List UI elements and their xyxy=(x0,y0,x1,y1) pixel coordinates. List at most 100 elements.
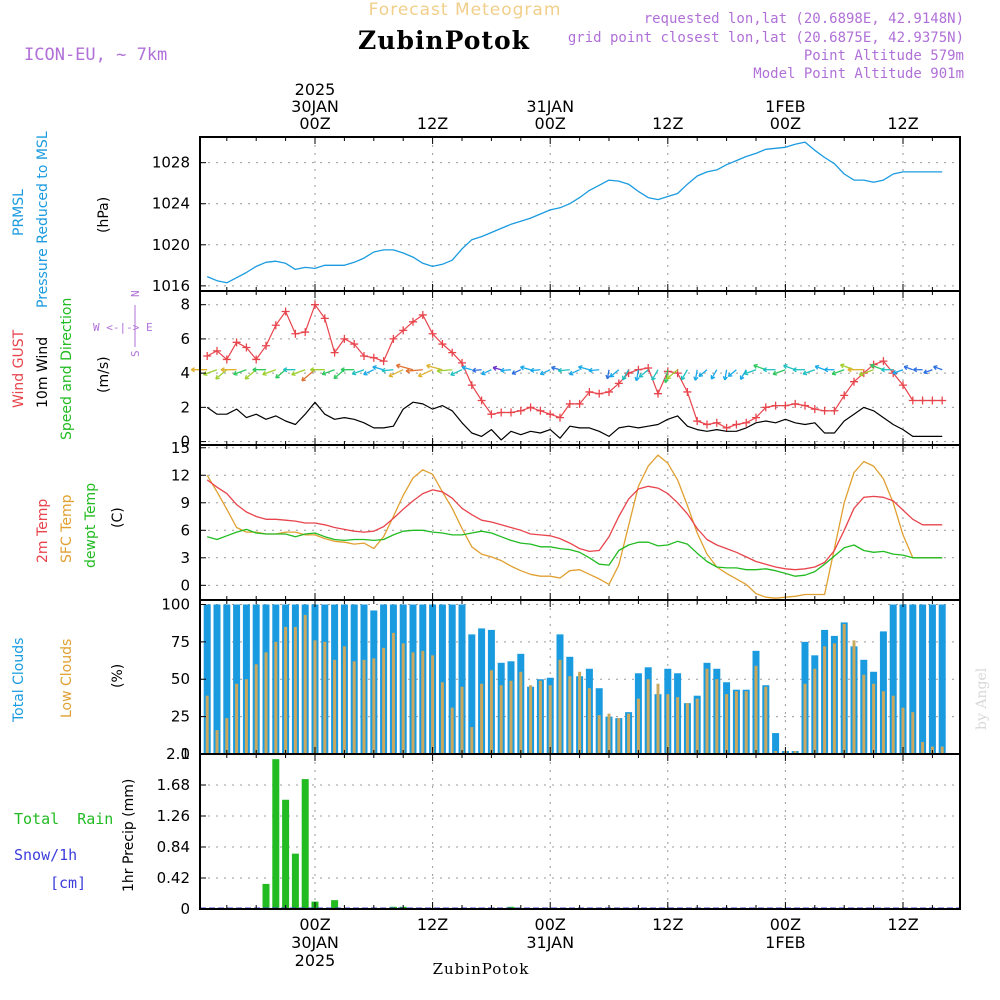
bottom-time-label: 31JAN xyxy=(526,933,574,952)
wind-speed-line xyxy=(206,401,943,441)
requested-coords: requested lon,lat (20.6898E, 42.9148N) xyxy=(644,11,964,27)
wind-direction-arrowhead xyxy=(321,370,327,376)
wind-direction-arrowhead xyxy=(461,365,467,371)
wind-direction-arrow xyxy=(450,369,463,376)
low-clouds-bar xyxy=(862,674,866,754)
wind-direction-arrow xyxy=(578,366,590,371)
low-clouds-bar xyxy=(235,683,239,754)
wind-gust-marker xyxy=(899,381,907,390)
y-tick-label: 2.1 xyxy=(166,745,190,763)
wind-direction-arrow xyxy=(840,364,855,371)
total-clouds-bar xyxy=(938,604,946,754)
wind-direction-arrowhead xyxy=(372,365,377,371)
wind-direction-arrowhead xyxy=(693,376,699,381)
wind-gust-marker xyxy=(281,307,290,316)
low-clouds-bar xyxy=(548,685,552,754)
wind-gust-marker xyxy=(536,406,545,415)
wind-gust-marker xyxy=(477,396,486,405)
wind-direction-arrowhead xyxy=(340,367,345,373)
wind-direction-arrowhead xyxy=(651,376,656,381)
wind-gust-marker xyxy=(340,334,349,343)
top-time-label: 12Z xyxy=(652,114,683,133)
wind-direction-arrowhead xyxy=(680,375,686,381)
dewpt-label: dewpt Temp xyxy=(83,483,99,568)
low-clouds-bar xyxy=(470,727,474,754)
wind-direction-arrowhead xyxy=(310,367,315,373)
wind-direction-arrowhead xyxy=(233,370,238,376)
wind-gust-marker xyxy=(585,387,594,396)
low-clouds-bar xyxy=(597,715,601,754)
wind-direction-arrowhead xyxy=(605,374,611,380)
wind-gust-marker xyxy=(311,300,319,309)
pressure-line xyxy=(206,141,943,284)
wind-gust-marker xyxy=(330,348,339,357)
wind-direction-arrow xyxy=(492,366,502,371)
y-tick-label: 100 xyxy=(161,595,190,613)
y-tick-label: 0 xyxy=(180,900,190,918)
wind-gust-marker xyxy=(360,352,368,361)
low-clouds-bar xyxy=(568,676,572,754)
low-clouds-bar xyxy=(734,691,738,754)
wind-gust-marker xyxy=(595,389,604,398)
low-clouds-bar xyxy=(391,632,395,754)
wind-direction-arrowhead xyxy=(933,365,938,371)
low-clouds-bar xyxy=(646,679,650,754)
wind-direction-arrowhead xyxy=(500,367,505,373)
wind-direction-arrowhead xyxy=(291,371,296,377)
low-clouds-bar xyxy=(460,686,464,754)
wind-direction-arrowhead xyxy=(739,375,745,380)
wind-direction-arrow xyxy=(372,366,384,371)
y-tick-label: 1016 xyxy=(152,277,190,295)
wind-direction-arrow xyxy=(698,369,708,377)
wind-direction-arrowhead xyxy=(814,364,820,370)
wind-direction-arrow xyxy=(622,369,630,381)
y-tick-label: 15 xyxy=(171,439,190,457)
wind-direction-arrow xyxy=(461,366,472,371)
wind-direction-arrowhead xyxy=(511,370,517,375)
wind-direction-arrowhead xyxy=(551,365,556,371)
wind-direction-arrowhead xyxy=(220,367,225,373)
rain-bar xyxy=(282,799,290,909)
total-clouds-bar xyxy=(223,604,231,754)
total-clouds-bar xyxy=(919,604,927,754)
wind-direction-arrowhead xyxy=(520,365,525,371)
wind-direction-arrowhead xyxy=(252,367,257,373)
wind-gust-marker xyxy=(742,418,751,427)
wind-direction-arrow xyxy=(500,369,512,372)
low-clouds-bar xyxy=(627,713,631,754)
low-clouds-bar xyxy=(813,668,817,754)
low-clouds-bar xyxy=(774,751,778,754)
wind-direction-arrow xyxy=(681,369,688,381)
wind-direction-arrowhead xyxy=(743,370,749,376)
y-tick-label: 0 xyxy=(180,576,190,594)
total-clouds-bar xyxy=(233,604,241,754)
wind-direction-arrow xyxy=(472,369,482,372)
wind-gust-marker xyxy=(291,329,300,338)
wind-direction-arrow xyxy=(635,369,640,381)
low-clouds-bar xyxy=(372,658,376,754)
low-clouds-bar xyxy=(274,641,278,754)
y-tick-label: 0.42 xyxy=(157,869,190,887)
wind-direction-arrowhead xyxy=(698,372,704,378)
total-clouds-bar xyxy=(889,604,897,754)
low-clouds-bar xyxy=(764,686,768,754)
low-clouds-bar xyxy=(617,718,621,754)
wind-direction-arrow xyxy=(744,369,757,375)
y-tick-label: 1028 xyxy=(152,154,190,172)
low-clouds-bar xyxy=(254,664,258,754)
total-clouds-bar xyxy=(242,604,250,754)
wind-gust-marker xyxy=(771,401,780,410)
low-clouds-bar xyxy=(362,659,366,754)
wind-direction-arrowhead xyxy=(481,370,486,376)
wind-gust-marker xyxy=(840,391,849,400)
wind-direction-arrowhead xyxy=(578,365,583,371)
bottom-time-label: 30JAN xyxy=(291,933,339,952)
rain-bar xyxy=(291,853,299,909)
low-clouds-bar xyxy=(852,640,856,754)
wind-direction-arrowhead xyxy=(351,370,357,376)
low-clouds-bar xyxy=(587,688,591,754)
wind-direction-arrowhead xyxy=(762,367,767,373)
y-tick-label: 1.26 xyxy=(157,807,190,825)
y-tick-label: 50 xyxy=(171,670,190,688)
wind-gust-marker xyxy=(409,317,417,326)
